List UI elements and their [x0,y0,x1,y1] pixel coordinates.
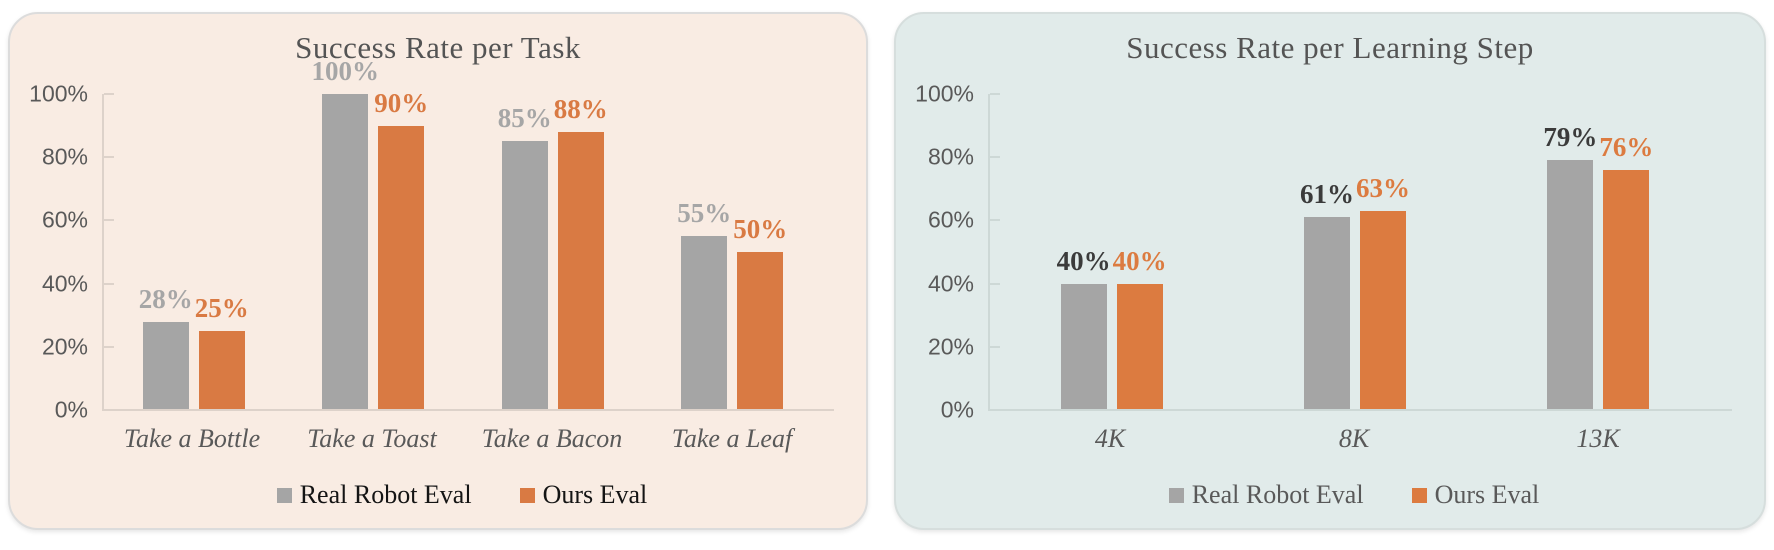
legend: Real Robot Eval Ours Eval [988,480,1720,510]
bar-value-label: 90% [374,87,429,118]
bar-value-label: 25% [194,293,249,323]
y-tick-label: 100% [915,80,974,107]
bar-value-label: 50% [733,214,788,244]
y-tick-mark [104,282,114,285]
bar-real-robot-eval: 28% [139,284,193,410]
chart-title: Success Rate per Learning Step [1126,30,1534,65]
y-tick-label: 80% [927,143,974,170]
bar-value-label: 63% [1355,172,1410,203]
bar-value-label: 76% [1599,131,1654,162]
legend-swatch-ours-eval [1411,487,1427,503]
legend-item-real-robot-eval: Real Robot Eval [1168,480,1364,510]
bar-value-label: 28% [138,283,193,314]
legend-label-real-robot-eval: Real Robot Eval [299,480,472,509]
legend-swatch-real-robot-eval [1168,487,1184,503]
x-category-label: 4K [1094,424,1126,453]
y-axis-line [988,94,990,410]
bar-group: 79% 76% [1477,94,1720,410]
y-tick-label: 0% [54,396,88,423]
chart-body: 100% 80% 60% 40% 20% 0% 28% 25% 100% 90% 85% 88% 55… [10,56,866,423]
bar-real-robot-eval: 100% [312,56,379,410]
bar-groups: 28% 25% 100% 90% 85% 88% 55% 50% [104,56,823,410]
x-category-label: Take a Bacon [481,424,623,453]
bar-ours-eval: 63% [1356,173,1410,410]
legend-swatch-ours-eval [519,487,535,503]
bar-value-label: 79% [1543,122,1598,153]
y-tick-mark [104,345,114,348]
bar-value-label: 100% [311,56,380,86]
chart-body: 100% 80% 60% 40% 20% 0% 40% 40% 61% 63% 79% 76% [896,81,1764,423]
y-axis: 100% 80% 60% 40% 20% 0% [896,81,988,423]
y-tick-label: 100% [29,80,88,107]
bar-ours-eval: 50% [733,214,787,410]
legend-swatch-real-robot-eval [276,487,292,503]
bar-value-label: 85% [497,103,552,134]
bar-real-robot-eval: 79% [1543,122,1597,410]
x-category-label: Take a Toast [307,424,437,453]
y-tick-mark [990,93,1000,95]
y-tick-label: 20% [41,333,88,360]
bar-real-robot-eval: 85% [498,103,552,410]
y-tick-label: 0% [940,396,974,423]
y-axis-line [102,94,104,410]
y-tick-mark [104,93,114,95]
legend-label-ours-eval: Ours Eval [1434,480,1540,509]
legend-item-ours-eval: Ours Eval [1411,480,1540,510]
y-tick-mark [104,156,114,159]
bar-groups: 40% 40% 61% 63% 79% 76% [990,94,1720,410]
chart-title: Success Rate per Task [295,30,581,65]
bar-real-robot-eval: 40% [1057,246,1111,410]
y-axis: 100% 80% 60% 40% 20% 0% [10,81,102,423]
y-tick-label: 80% [41,143,88,170]
bar-ours-eval: 25% [195,293,249,410]
y-tick-mark [990,219,1000,222]
x-axis-line [102,409,834,411]
x-category-label: Take a Bottle [123,424,261,453]
bar-real-robot-eval: 55% [677,198,731,410]
y-tick-label: 60% [927,206,974,233]
legend-item-ours-eval: Ours Eval [519,480,648,510]
x-category-label: 8K [1338,424,1370,453]
bar-group: 85% 88% [463,94,643,410]
y-tick-label: 40% [927,270,974,297]
bar-ours-eval: 76% [1599,132,1653,410]
y-tick-label: 20% [927,333,974,360]
bar-real-robot-eval: 61% [1300,179,1354,410]
y-tick-mark [990,156,1000,159]
x-axis-labels: Take a Bottle Take a Toast Take a Bacon Tak… [102,424,822,454]
y-tick-mark [990,345,1000,348]
bar-group: 100% 90% [284,56,464,410]
legend-label-real-robot-eval: Real Robot Eval [1191,480,1364,509]
bar-value-label: 40% [1056,245,1111,276]
chart-panel-success-rate-per-task: Success Rate per Task 100% 80% 60% 40% 20% 0%… [8,12,868,530]
bar-ours-eval: 90% [374,88,428,410]
legend-item-real-robot-eval: Real Robot Eval [276,480,472,510]
bar-group: 28% 25% [104,94,284,410]
x-category-label: 13K [1576,424,1620,453]
bar-value-label: 55% [677,198,732,229]
plot-area: 40% 40% 61% 63% 79% 76% [988,93,1732,411]
bar-value-label: 61% [1299,179,1354,210]
x-category-label: Take a Leaf [671,424,793,453]
legend-label-ours-eval: Ours Eval [542,480,648,509]
bar-group: 55% 50% [643,94,823,410]
bar-ours-eval: 40% [1113,246,1167,410]
y-tick-label: 40% [41,270,88,297]
y-tick-mark [104,219,114,222]
x-axis-labels: 4K 8K 13K [988,424,1720,454]
bar-value-label: 40% [1112,245,1167,276]
x-axis-line [988,409,1732,411]
bar-value-label: 88% [553,93,608,124]
bar-group: 61% 63% [1233,94,1476,410]
legend: Real Robot Eval Ours Eval [102,480,822,510]
y-tick-mark [990,282,1000,285]
chart-panel-success-rate-per-learning-step: Success Rate per Learning Step 100% 80% 60… [894,12,1766,530]
y-tick-label: 60% [41,206,88,233]
bar-ours-eval: 88% [554,94,608,410]
bar-group: 40% 40% [990,94,1233,410]
plot-area: 28% 25% 100% 90% 85% 88% 55% 50% [102,56,834,411]
